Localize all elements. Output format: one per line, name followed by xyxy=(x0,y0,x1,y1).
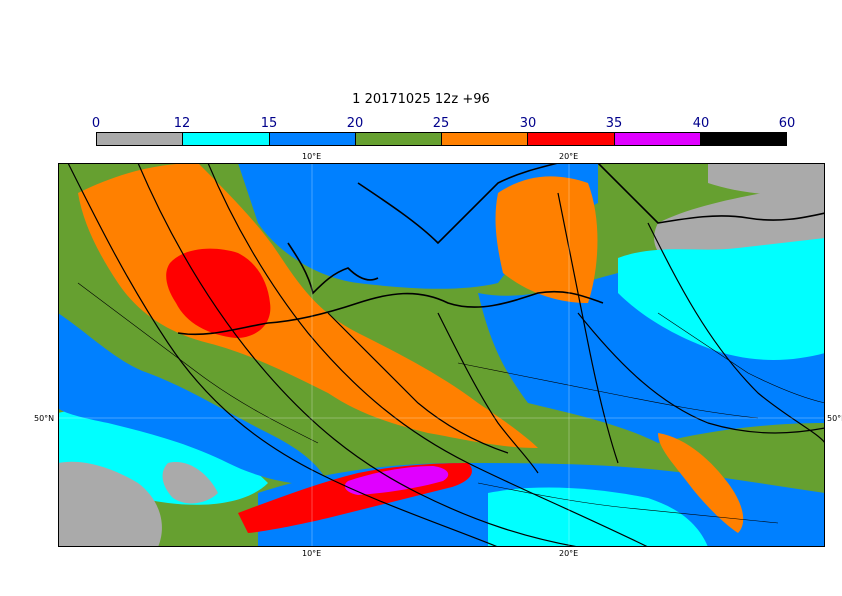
colorbar-label-0: 0 xyxy=(91,116,101,131)
contour-line-7 xyxy=(647,222,825,444)
contour-line-6 xyxy=(557,192,619,464)
contour-line-3 xyxy=(207,163,649,547)
colorbar-label-7: 40 xyxy=(692,116,710,131)
contour-line-2 xyxy=(137,163,579,547)
region-gray-south xyxy=(162,462,218,504)
coastline-gulf xyxy=(597,163,825,224)
coastline-denmark xyxy=(287,242,379,295)
lon-label-bottom-20e: 20°E xyxy=(559,549,579,558)
colorbar-label-4: 25 xyxy=(432,116,450,131)
region-gray-northeast-top xyxy=(708,163,825,195)
colorbar-label-1: 12 xyxy=(173,116,191,131)
region-orange-southeast xyxy=(658,433,744,533)
lat-label-right-50n: 50°N xyxy=(827,414,842,423)
colorbar-segment-7 xyxy=(700,133,786,145)
region-magenta-alps xyxy=(344,466,449,495)
colorbar-label-8: 60 xyxy=(778,116,796,131)
contour-line-4 xyxy=(327,312,509,454)
colorbar xyxy=(96,132,787,146)
colorbar-label-3: 20 xyxy=(346,116,364,131)
colorbar-segment-3 xyxy=(355,133,442,145)
region-cyan-south xyxy=(488,487,708,547)
contour-line-5 xyxy=(437,312,539,474)
colorbar-segment-4 xyxy=(442,133,529,145)
border-line-3 xyxy=(477,482,779,524)
colorbar-label-2: 15 xyxy=(260,116,278,131)
colorbar-segment-5 xyxy=(528,133,615,145)
region-cyan-east xyxy=(618,238,825,360)
region-orange-northeast xyxy=(495,176,598,303)
lon-label-top-10e: 10°E xyxy=(302,152,322,161)
contour-line-8 xyxy=(577,312,825,434)
border-line-2 xyxy=(457,362,759,419)
coastline-north-sea xyxy=(177,290,604,336)
map-frame xyxy=(58,163,825,547)
colorbar-label-5: 30 xyxy=(519,116,537,131)
colorbar-label-6: 35 xyxy=(605,116,623,131)
colorbar-segment-6 xyxy=(614,133,701,145)
region-gray-southwest xyxy=(58,461,162,547)
lon-label-top-20e: 20°E xyxy=(559,152,579,161)
map-title: 1 20171025 12z +96 xyxy=(352,92,490,107)
region-orange-west xyxy=(78,163,538,448)
region-blue-midwest xyxy=(58,313,328,485)
region-gray-northeast xyxy=(654,163,825,268)
lon-label-bottom-10e: 10°E xyxy=(302,549,322,558)
colorbar-segment-1 xyxy=(183,133,270,145)
colorbar-segment-0 xyxy=(97,133,184,145)
border-line-1 xyxy=(77,282,319,444)
wind-speed-map xyxy=(58,163,825,547)
coastline-baltic xyxy=(357,163,559,245)
colorbar-segment-2 xyxy=(269,133,356,145)
border-line-4 xyxy=(657,312,825,404)
lat-label-left-50n: 50°N xyxy=(34,414,55,423)
contour-line-1 xyxy=(67,163,499,547)
